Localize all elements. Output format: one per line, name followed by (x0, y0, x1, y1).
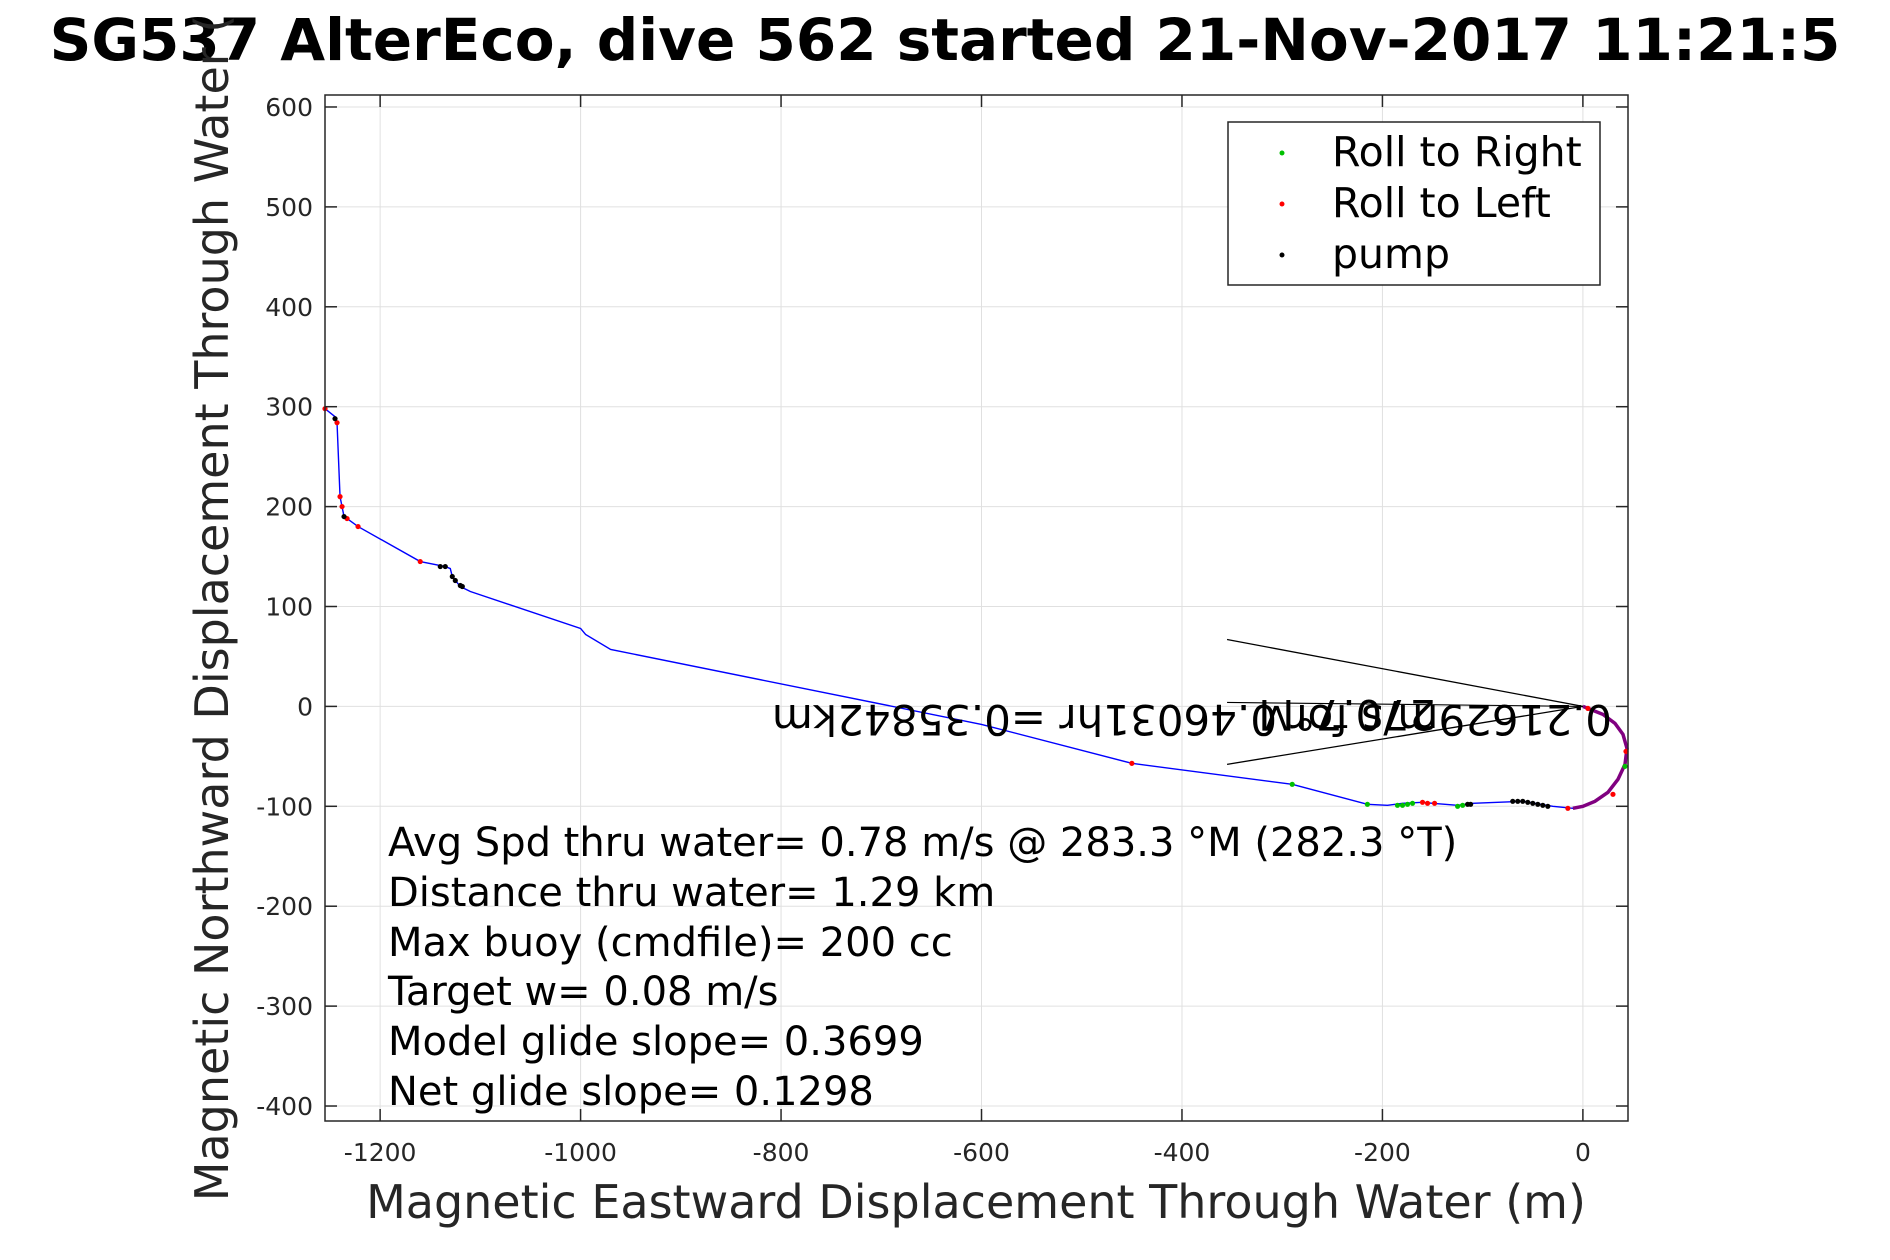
y-tick-label: 600 (265, 93, 313, 122)
chart-title: SG537 AlterEco, dive 562 started 21-Nov-… (50, 6, 1841, 74)
legend: Roll to Right Roll to Left pump (1227, 121, 1601, 286)
x-tick-label: -600 (953, 1138, 1010, 1167)
annotation-avg-speed: Avg Spd thru water= 0.78 m/s @ 283.3 °M … (388, 820, 1457, 866)
pump-point (1468, 801, 1474, 807)
legend-label-pump: pump (1332, 230, 1450, 278)
roll-left-point (1424, 800, 1431, 806)
x-tick-label: -800 (753, 1138, 810, 1167)
pump-point (437, 563, 443, 570)
current-arrow-heading: 270.7°M (1258, 690, 1435, 739)
x-tick-label: -1200 (344, 1138, 417, 1167)
x-tick-label: -1000 (544, 1138, 617, 1167)
y-tick-label: -100 (256, 792, 313, 821)
annotation-model-glide: Model glide slope= 0.3699 (388, 1019, 924, 1065)
roll-left-point (1565, 805, 1571, 811)
grid (325, 95, 1628, 1121)
roll-right-point (1455, 803, 1461, 809)
ticks: -1200 -1000 -800 -600 -400 -200 06005004003002… (256, 93, 1628, 1167)
pump-point (1520, 798, 1526, 804)
roll-left-point (337, 494, 343, 500)
pump-point (1530, 800, 1536, 806)
pump-point (1535, 801, 1541, 807)
legend-marker-roll-right (1279, 150, 1285, 156)
legend-box (1227, 121, 1601, 286)
annotation-net-glide: Net glide slope= 0.1298 (388, 1069, 874, 1115)
annotation-distance: Distance thru water= 1.29 km (388, 870, 995, 916)
pump-point (459, 583, 465, 590)
roll-left-point (339, 503, 345, 510)
pump-point (442, 563, 448, 570)
roll-right-point (1289, 781, 1295, 787)
current-arrow-label: 0.21629m/s for 0.46031hr =0.35842km 270.… (772, 690, 1612, 744)
roll-left-point (355, 523, 361, 530)
plot-frame (324, 94, 1629, 1122)
y-tick-label: -400 (256, 1092, 313, 1121)
y-axis-label: Magnetic Northward Displacement Through … (185, 15, 239, 1201)
roll-left-point (1419, 799, 1426, 805)
roll-right-point (1399, 802, 1406, 808)
legend-marker-pump (1279, 252, 1285, 258)
pump-point (1525, 799, 1531, 805)
pump-point (1510, 798, 1516, 804)
roll-right-point (1404, 801, 1411, 807)
pump-point (452, 577, 458, 584)
y-tick-label: -300 (256, 992, 313, 1021)
x-tick-label: -400 (1154, 1138, 1211, 1167)
roll-right-point (1394, 802, 1401, 808)
annotation-block: Avg Spd thru water= 0.78 m/s @ 283.3 °M … (387, 820, 1457, 1115)
legend-label-roll-right: Roll to Right (1332, 128, 1582, 176)
current-arrow-line (1226, 638, 1584, 708)
y-tick-label: 100 (265, 593, 313, 622)
roll-left-point (1610, 791, 1616, 797)
y-tick-label: 0 (297, 692, 313, 721)
current-arrow-line (1226, 705, 1584, 765)
x-tick-label: -200 (1354, 1138, 1411, 1167)
pump-point (1515, 798, 1521, 804)
annotation-max-buoy: Max buoy (cmdfile)= 200 cc (388, 920, 953, 966)
roll-left-point (1129, 760, 1135, 766)
roll-right-point (1409, 800, 1416, 806)
plot-layer (322, 406, 1629, 811)
roll-left-point (334, 420, 340, 426)
x-tick-label: 0 (1575, 1138, 1591, 1167)
roll-right-point (1364, 801, 1370, 807)
pump-point (449, 573, 455, 580)
annotation-target-w: Target w= 0.08 m/s (387, 969, 778, 1015)
pump-point (332, 416, 338, 422)
y-tick-label: 200 (265, 493, 313, 522)
y-tick-label: -200 (256, 892, 313, 921)
y-tick-label: 500 (265, 193, 313, 222)
current-arrow-text: 0.21629m/s for 0.46031hr =0.35842km (772, 695, 1612, 744)
pump-point (341, 513, 347, 520)
roll-left-point (417, 558, 423, 565)
y-tick-label: 300 (265, 393, 313, 422)
roll-left-point (1585, 705, 1591, 712)
pump-point (1545, 803, 1551, 809)
roll-right-point (1460, 802, 1466, 808)
current-arrow-shaft (1227, 701, 1583, 707)
roll-right-point (1622, 763, 1628, 769)
x-axis-label: Magnetic Eastward Displacement Through W… (366, 1175, 1586, 1229)
legend-marker-roll-left (1279, 201, 1285, 207)
y-tick-label: 400 (265, 293, 313, 322)
legend-label-roll-left: Roll to Left (1332, 179, 1551, 227)
roll-left-point (1431, 800, 1438, 806)
pump-point (1540, 802, 1546, 808)
